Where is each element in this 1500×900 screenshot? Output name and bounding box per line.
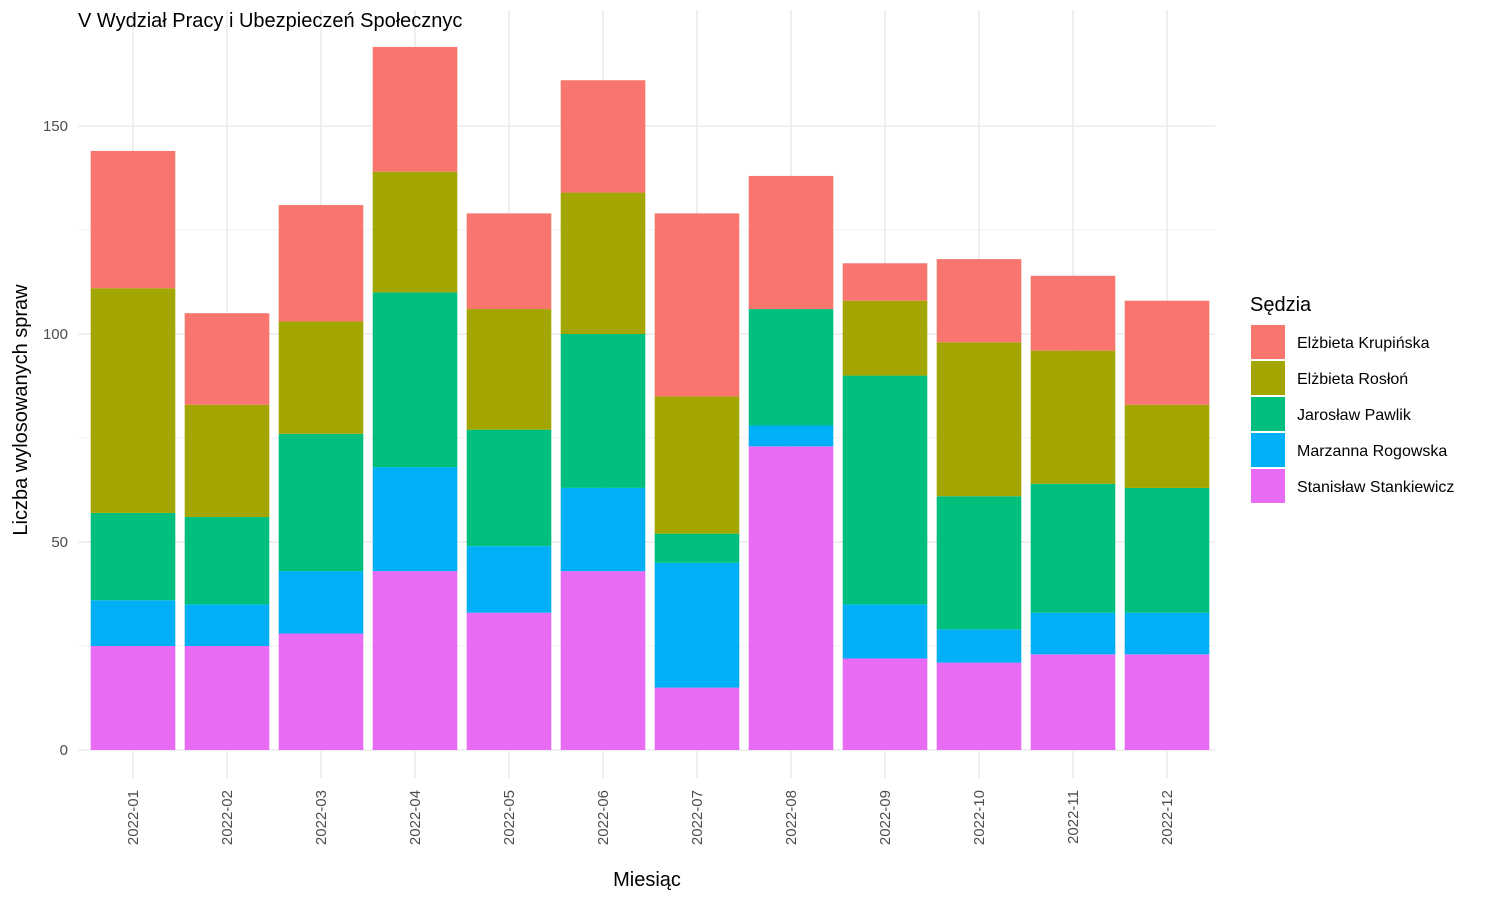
bar-segment — [560, 487, 646, 572]
bar-segment — [654, 687, 740, 750]
bar-segment — [1124, 487, 1210, 613]
x-tick-label: 2022-07 — [689, 790, 706, 845]
bar-segment — [748, 446, 834, 750]
bar-segment — [654, 533, 740, 563]
y-axis-title: Liczba wylosowanych spraw — [10, 284, 32, 536]
bar-segment — [560, 80, 646, 193]
bar-segment — [466, 429, 552, 547]
legend-swatch — [1251, 469, 1285, 503]
bars — [90, 46, 1210, 750]
bar-segment — [1124, 612, 1210, 655]
legend-label: Marzanna Rogowska — [1297, 443, 1447, 460]
bar-segment — [184, 313, 270, 405]
bar-segment — [936, 496, 1022, 630]
bar-segment — [372, 46, 458, 172]
x-axis-ticks: 2022-01 2022-02 2022-03 2022-04 2022-05 2022-… — [125, 790, 1176, 845]
bar-segment — [748, 175, 834, 310]
bar-segment — [466, 612, 552, 750]
legend-label: Elżbieta Rosłoń — [1297, 371, 1408, 388]
bar-segment — [184, 517, 270, 605]
bar-segment — [372, 171, 458, 293]
bar-segment — [466, 309, 552, 430]
bar-segment — [278, 205, 364, 322]
bar-segment — [372, 571, 458, 750]
x-tick-label: 2022-12 — [1159, 790, 1176, 845]
y-tick-label: 50 — [51, 534, 68, 551]
bar-segment — [936, 629, 1022, 663]
y-tick-label: 150 — [43, 118, 68, 135]
bar-segment — [90, 288, 176, 513]
bar-segment — [1030, 275, 1116, 351]
x-tick-label: 2022-04 — [407, 790, 424, 845]
bar-segment — [1030, 350, 1116, 484]
x-tick-label: 2022-08 — [783, 790, 800, 845]
bar-segment — [1124, 654, 1210, 750]
legend-label: Elżbieta Krupińska — [1297, 335, 1430, 352]
legend-label: Jarosław Pawlik — [1297, 407, 1412, 424]
y-tick-label: 0 — [60, 742, 68, 759]
bar-segment — [184, 604, 270, 646]
bar-segment — [654, 213, 740, 397]
bar-segment — [936, 259, 1022, 343]
bar-segment — [842, 658, 928, 750]
bar-segment — [90, 512, 176, 601]
bar-segment — [1030, 612, 1116, 655]
bar-segment — [560, 571, 646, 750]
legend-swatch — [1251, 361, 1285, 395]
bar-segment — [842, 300, 928, 376]
bar-segment — [372, 292, 458, 468]
bar-segment — [466, 213, 552, 310]
chart-title: V Wydział Pracy i Ubezpieczeń Społecznyc — [78, 10, 462, 32]
bar-segment — [1124, 300, 1210, 405]
bar-segment — [278, 433, 364, 572]
bar-segment — [1030, 654, 1116, 750]
bar-segment — [936, 342, 1022, 497]
x-tick-label: 2022-06 — [595, 790, 612, 845]
bar-segment — [1124, 404, 1210, 488]
legend: Sędzia Elżbieta Krupińska Elżbieta Rosłoń… — [1250, 294, 1454, 503]
bar-segment — [1030, 483, 1116, 613]
bar-segment — [90, 150, 176, 289]
bar-segment — [372, 467, 458, 572]
legend-title: Sędzia — [1250, 294, 1312, 316]
legend-swatch — [1251, 397, 1285, 431]
x-tick-label: 2022-09 — [877, 790, 894, 845]
legend-swatch — [1251, 433, 1285, 467]
bar-segment — [278, 571, 364, 634]
bar-segment — [748, 309, 834, 426]
legend-swatch — [1251, 325, 1285, 359]
bar-segment — [842, 604, 928, 659]
bar-segment — [748, 425, 834, 447]
bar-segment — [560, 192, 646, 334]
x-axis-title: Miesiąc — [613, 869, 681, 891]
bar-segment — [842, 375, 928, 605]
bar-segment — [184, 404, 270, 518]
bar-segment — [184, 646, 270, 750]
bar-segment — [90, 646, 176, 750]
bar-segment — [278, 633, 364, 750]
x-tick-label: 2022-03 — [313, 790, 330, 845]
legend-label: Stanisław Stankiewicz — [1297, 479, 1454, 496]
x-tick-label: 2022-05 — [501, 790, 518, 845]
bar-segment — [936, 662, 1022, 750]
bar-segment — [466, 546, 552, 613]
y-tick-label: 100 — [43, 326, 68, 343]
bar-segment — [654, 396, 740, 534]
x-tick-label: 2022-01 — [125, 790, 142, 845]
bar-segment — [560, 334, 646, 488]
bar-segment — [654, 562, 740, 688]
x-tick-label: 2022-02 — [219, 790, 236, 845]
x-tick-label: 2022-11 — [1065, 790, 1082, 844]
y-axis-ticks: 0 50 100 150 — [43, 118, 68, 759]
bar-segment — [278, 321, 364, 434]
bar-segment — [842, 263, 928, 301]
bar-segment — [90, 600, 176, 646]
x-tick-label: 2022-10 — [971, 790, 988, 845]
